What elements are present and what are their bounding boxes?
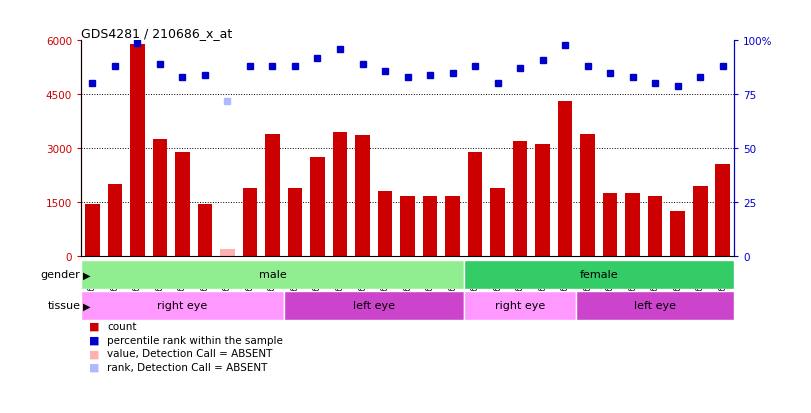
Bar xyxy=(400,197,415,256)
Bar xyxy=(648,197,663,256)
Bar xyxy=(81,291,284,320)
Bar xyxy=(423,197,437,256)
Text: percentile rank within the sample: percentile rank within the sample xyxy=(107,335,283,345)
Text: rank, Detection Call = ABSENT: rank, Detection Call = ABSENT xyxy=(107,362,268,372)
Text: GDS4281 / 210686_x_at: GDS4281 / 210686_x_at xyxy=(81,27,232,40)
Bar xyxy=(310,158,324,256)
Bar xyxy=(355,136,370,256)
Bar xyxy=(535,145,550,256)
Bar xyxy=(85,204,100,256)
Text: right eye: right eye xyxy=(495,301,545,311)
Bar xyxy=(625,193,640,256)
Bar xyxy=(152,140,167,256)
Text: female: female xyxy=(580,270,618,280)
Bar xyxy=(445,197,460,256)
Text: count: count xyxy=(107,321,136,331)
Text: left eye: left eye xyxy=(353,301,395,311)
Bar xyxy=(265,134,280,256)
Bar xyxy=(603,193,617,256)
Text: ▶: ▶ xyxy=(83,301,90,311)
Bar xyxy=(198,204,212,256)
Text: left eye: left eye xyxy=(634,301,676,311)
Bar xyxy=(464,260,734,289)
Bar xyxy=(491,188,505,256)
Bar xyxy=(558,102,573,256)
Bar xyxy=(671,211,685,256)
Bar xyxy=(581,134,595,256)
Text: ■: ■ xyxy=(89,349,100,358)
Text: right eye: right eye xyxy=(157,301,208,311)
Bar xyxy=(130,45,144,256)
Bar xyxy=(513,142,527,256)
Text: ■: ■ xyxy=(89,362,100,372)
Bar xyxy=(288,188,303,256)
Text: male: male xyxy=(259,270,286,280)
Bar xyxy=(108,185,122,256)
Bar xyxy=(81,260,464,289)
Bar xyxy=(284,291,464,320)
Text: ▶: ▶ xyxy=(83,270,90,280)
Text: gender: gender xyxy=(41,270,80,280)
Bar xyxy=(175,152,190,256)
Bar xyxy=(220,249,234,256)
Bar xyxy=(468,152,483,256)
Bar xyxy=(464,291,577,320)
Text: ■: ■ xyxy=(89,335,100,345)
Bar xyxy=(693,186,707,256)
Bar xyxy=(715,165,730,256)
Text: tissue: tissue xyxy=(47,301,80,311)
Bar xyxy=(577,291,734,320)
Bar xyxy=(242,188,257,256)
Text: ■: ■ xyxy=(89,321,100,331)
Text: value, Detection Call = ABSENT: value, Detection Call = ABSENT xyxy=(107,349,272,358)
Bar xyxy=(378,192,393,256)
Bar xyxy=(333,133,347,256)
